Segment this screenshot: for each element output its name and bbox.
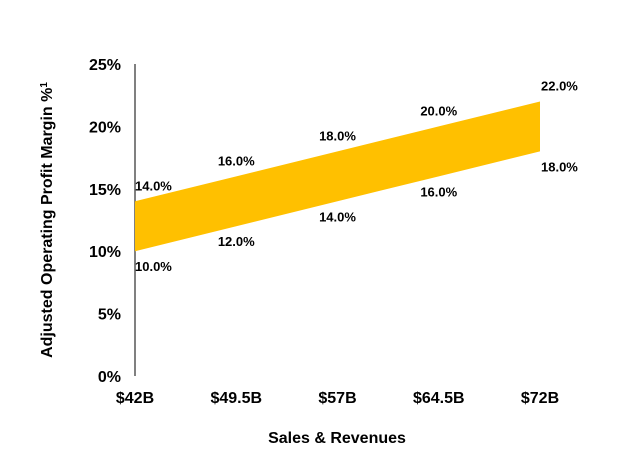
y-tick-label: 25% bbox=[89, 57, 121, 74]
y-axis-title: Adjusted Operating Profit Margin %1 bbox=[39, 82, 57, 358]
data-labels: 14.0% 16.0% 18.0% 20.0% 22.0% 10.0% 12.0% 14.0%… bbox=[135, 78, 578, 274]
lower-data-label: 14.0% bbox=[319, 209, 356, 224]
x-tick-label: $72B bbox=[521, 390, 559, 407]
x-tick-label: $42B bbox=[116, 390, 154, 407]
lower-data-label: 12.0% bbox=[218, 234, 255, 249]
margin-range-band bbox=[135, 101, 540, 252]
y-axis-ticks: 0% 5% 10% 15% 20% 25% bbox=[89, 57, 121, 386]
y-tick-label: 0% bbox=[98, 369, 121, 386]
y-tick-label: 20% bbox=[89, 119, 121, 136]
y-axis-title-text: Adjusted Operating Profit Margin % bbox=[39, 88, 56, 358]
x-tick-label: $57B bbox=[318, 390, 356, 407]
y-axis-title-superscript: 1 bbox=[39, 82, 50, 88]
upper-data-label: 18.0% bbox=[319, 128, 356, 143]
lower-data-label: 18.0% bbox=[541, 159, 578, 174]
upper-data-label: 14.0% bbox=[135, 178, 172, 193]
x-axis-ticks: $42B $49.5B $57B $64.5B $72B bbox=[116, 390, 559, 407]
lower-data-label: 16.0% bbox=[420, 184, 457, 199]
upper-data-label: 16.0% bbox=[218, 153, 255, 168]
y-tick-label: 5% bbox=[98, 307, 121, 324]
x-tick-label: $64.5B bbox=[413, 390, 465, 407]
lower-data-label: 10.0% bbox=[135, 259, 172, 274]
y-tick-label: 10% bbox=[89, 244, 121, 261]
upper-data-label: 20.0% bbox=[420, 103, 457, 118]
margin-band bbox=[135, 101, 540, 252]
y-tick-label: 15% bbox=[89, 182, 121, 199]
x-axis-title: Sales & Revenues bbox=[268, 430, 406, 447]
x-tick-label: $49.5B bbox=[210, 390, 262, 407]
upper-data-label: 22.0% bbox=[541, 78, 578, 93]
